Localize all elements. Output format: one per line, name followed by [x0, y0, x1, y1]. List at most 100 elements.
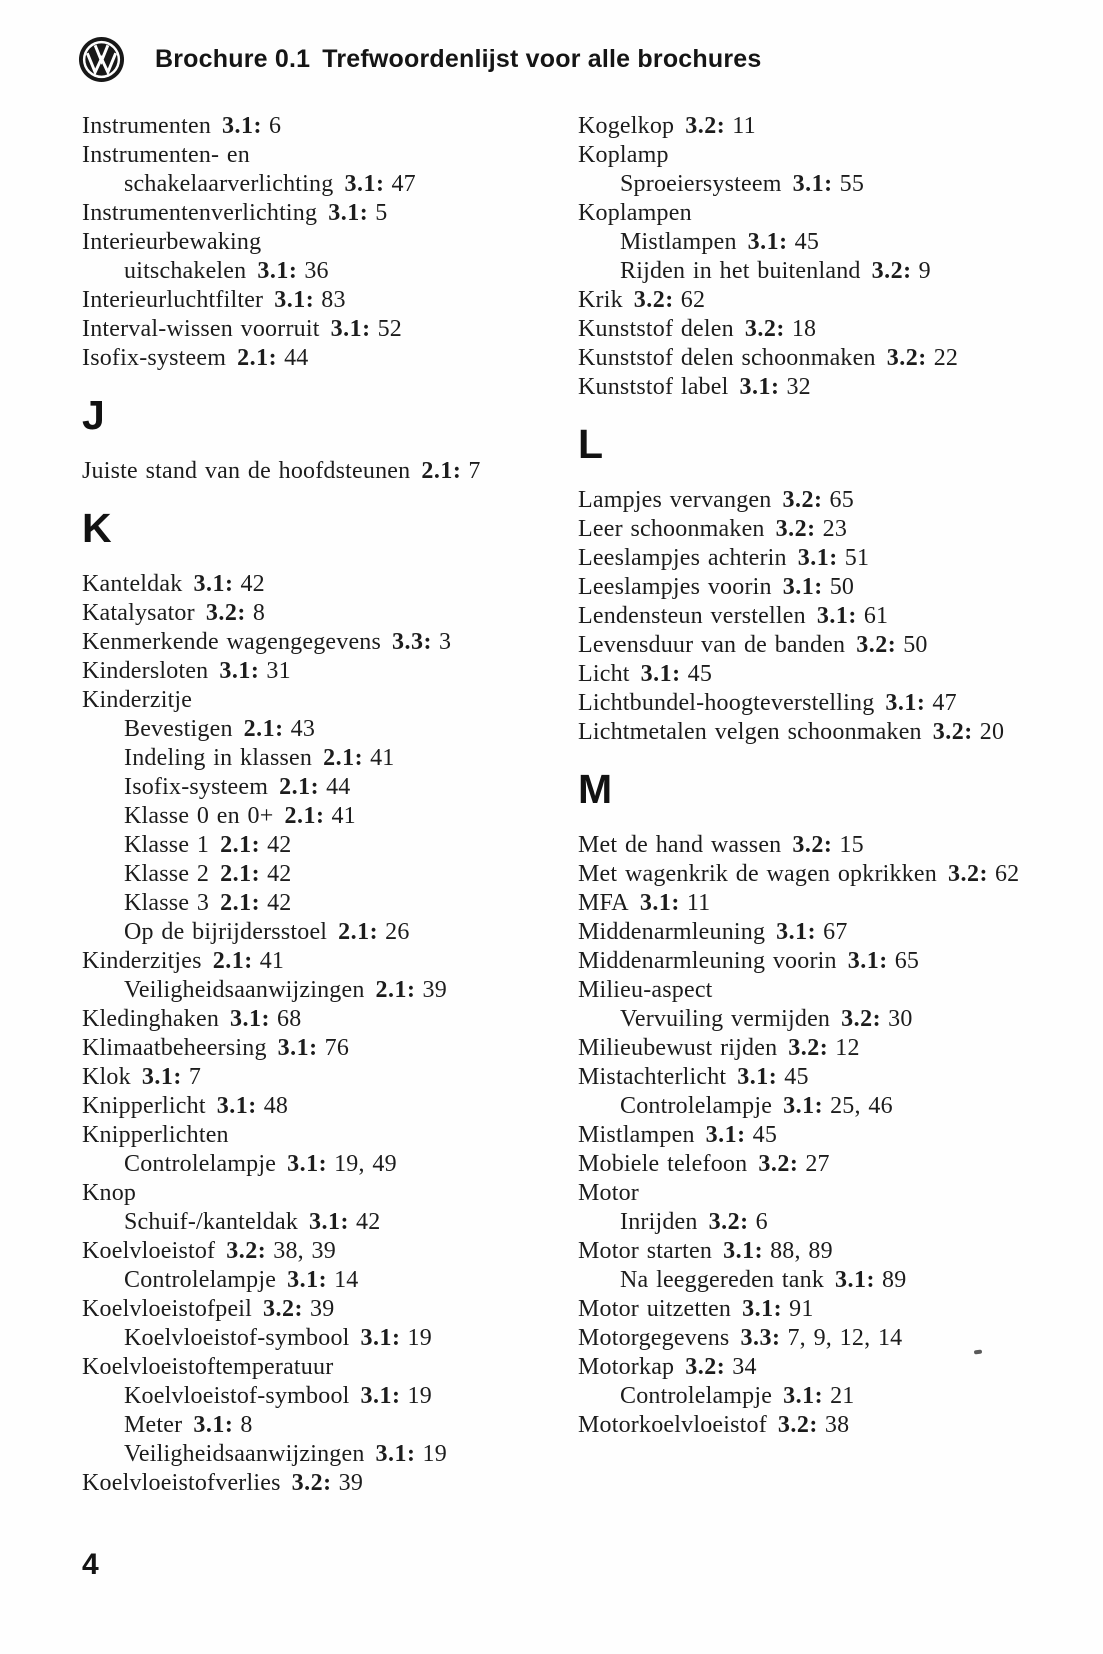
- entry-label: Juiste stand van de hoofdsteunen: [82, 458, 411, 484]
- entry-brochure-ref: 3.1:: [747, 229, 788, 255]
- entry-label: Kunststof label: [578, 374, 729, 400]
- index-entry: Interieurbewaking: [82, 228, 582, 257]
- entry-brochure-ref: 3.1:: [287, 1151, 328, 1177]
- index-entry: Interieurluchtfilter 3.1: 83: [82, 286, 582, 315]
- entry-page-numbers: 8: [240, 1412, 253, 1438]
- entry-page-numbers: 68: [277, 1006, 302, 1032]
- entry-brochure-ref: 3.1:: [230, 1006, 271, 1032]
- entry-page-numbers: 3: [439, 629, 452, 655]
- entry-label: Met wagenkrik de wagen opkrikken: [578, 861, 937, 887]
- entry-page-numbers: 62: [994, 861, 1020, 887]
- entry-brochure-ref: 3.2:: [788, 1035, 829, 1061]
- entry-page-numbers: 25, 46: [830, 1093, 893, 1119]
- index-entry: Bevestigen 2.1: 43: [82, 715, 582, 744]
- entry-brochure-ref: 3.2:: [782, 487, 823, 513]
- entry-page-numbers: 45: [752, 1122, 778, 1148]
- entry-label: Mistlampen: [620, 229, 737, 255]
- index-entry: Klasse 1 2.1: 42: [82, 831, 582, 860]
- entry-page-numbers: 12: [835, 1035, 860, 1061]
- entry-brochure-ref: 2.1:: [212, 948, 253, 974]
- entry-label: Koelvloeistofverlies: [82, 1470, 281, 1496]
- entry-page-numbers: 6: [755, 1209, 768, 1235]
- entry-brochure-ref: 3.2:: [633, 287, 674, 313]
- index-entry: Lichtbundel-hoogteverstelling 3.1: 47: [578, 689, 1078, 718]
- entry-brochure-ref: 3.1:: [723, 1238, 764, 1264]
- entry-brochure-ref: 3.1:: [222, 113, 263, 139]
- section-letter-M: M: [578, 766, 613, 812]
- index-entry: Kunststof label 3.1: 32: [578, 373, 1078, 402]
- index-entry: Kledinghaken 3.1: 68: [82, 1005, 582, 1034]
- entry-page-numbers: 11: [732, 113, 756, 139]
- entry-label: Koplampen: [578, 200, 692, 226]
- index-entry: Mistlampen 3.1: 45: [578, 228, 1078, 257]
- entry-brochure-ref: 2.1:: [220, 832, 261, 858]
- section-letter-K: K: [82, 505, 112, 551]
- index-entry: Middenarmleuning voorin 3.1: 65: [578, 947, 1078, 976]
- index-entry: Koelvloeistof-symbool 3.1: 19: [82, 1382, 582, 1411]
- entry-brochure-ref: 3.2:: [226, 1238, 267, 1264]
- entry-page-numbers: 9: [918, 258, 931, 284]
- entry-label: uitschakelen: [124, 258, 247, 284]
- index-entry: Leeslampjes achterin 3.1: 51: [578, 544, 1078, 573]
- entry-page-numbers: 76: [324, 1035, 350, 1061]
- entry-brochure-ref: 3.1:: [885, 690, 926, 716]
- entry-brochure-ref: 3.3:: [392, 629, 433, 655]
- index-entry: Isofix-systeem 2.1: 44: [82, 773, 582, 802]
- entry-label: Controlelampje: [124, 1151, 277, 1177]
- index-entry: Inrijden 3.2: 6: [578, 1208, 1078, 1237]
- index-entry: Juiste stand van de hoofdsteunen 2.1: 7: [82, 457, 582, 486]
- index-entry: Motorkap 3.2: 34: [578, 1353, 1078, 1382]
- entry-label: Lichtbundel-hoogteverstelling: [578, 690, 875, 716]
- entry-brochure-ref: 3.1:: [783, 1093, 824, 1119]
- entry-label: Controlelampje: [620, 1093, 773, 1119]
- entry-brochure-ref: 3.1:: [344, 171, 385, 197]
- entry-brochure-ref: 3.1:: [257, 258, 298, 284]
- entry-label: Klasse 2: [124, 861, 210, 887]
- entry-page-numbers: 65: [894, 948, 920, 974]
- entry-brochure-ref: 3.2:: [205, 600, 246, 626]
- index-entry: Kunststof delen schoonmaken 3.2: 22: [578, 344, 1078, 373]
- entry-label: Koplamp: [578, 142, 669, 168]
- entry-brochure-ref: 3.1:: [375, 1441, 416, 1467]
- entry-page-numbers: 19: [422, 1441, 447, 1467]
- page-header: Brochure 0.1 Trefwoordenlijst voor alle b…: [78, 36, 1043, 83]
- entry-label: Middenarmleuning voorin: [578, 948, 837, 974]
- entry-brochure-ref: 3.1:: [742, 1296, 783, 1322]
- entry-brochure-ref: 3.1:: [360, 1325, 401, 1351]
- entry-label: Kindersloten: [82, 658, 209, 684]
- entry-page-numbers: 45: [794, 229, 820, 255]
- index-entry: Lichtmetalen velgen schoonmaken 3.2: 20: [578, 718, 1078, 747]
- brochure-title: Trefwoordenlijst voor alle brochures: [322, 45, 762, 73]
- entry-page-numbers: 18: [791, 316, 817, 342]
- index-entry: Na leeggereden tank 3.1: 89: [578, 1266, 1078, 1295]
- vw-logo-icon: [78, 36, 125, 83]
- entry-page-numbers: 36: [304, 258, 329, 284]
- index-entry: Indeling in klassen 2.1: 41: [82, 744, 582, 773]
- entry-label: Instrumentenverlichting: [82, 200, 318, 226]
- entry-brochure-ref: 3.1:: [783, 1383, 824, 1409]
- index-entry: Vervuiling vermijden 3.2: 30: [578, 1005, 1078, 1034]
- entry-page-numbers: 6: [269, 113, 282, 139]
- index-entry: Op de bijrijdersstoel 2.1: 26: [82, 918, 582, 947]
- index-entry: Controlelampje 3.1: 19, 49: [82, 1150, 582, 1179]
- index-entry: Motor: [578, 1179, 1078, 1208]
- index-entry: Interval-wissen voorruit 3.1: 52: [82, 315, 582, 344]
- page-number: 4: [82, 1548, 99, 1581]
- index-entry: Knop: [82, 1179, 582, 1208]
- index-column-left: Instrumenten 3.1: 6 Instrumenten- en schakel…: [82, 112, 582, 1498]
- entry-page-numbers: 48: [263, 1093, 289, 1119]
- entry-brochure-ref: 3.2:: [744, 316, 785, 342]
- index-entry: Lampjes vervangen 3.2: 65: [578, 486, 1078, 515]
- entry-label: Veiligheidsaanwijzingen: [124, 977, 365, 1003]
- entry-label: Vervuiling vermijden: [620, 1006, 831, 1032]
- entry-label: Katalysator: [82, 600, 195, 626]
- index-entry: Veiligheidsaanwijzingen 3.1: 19: [82, 1440, 582, 1469]
- index-entry: Leeslampjes voorin 3.1: 50: [578, 573, 1078, 602]
- entry-brochure-ref: 3.1:: [309, 1209, 350, 1235]
- entry-page-numbers: 61: [863, 603, 889, 629]
- entry-label: Instrumenten: [82, 113, 212, 139]
- entry-page-numbers: 88, 89: [770, 1238, 833, 1264]
- entry-brochure-ref: 3.2:: [932, 719, 973, 745]
- index-entry: Motorgegevens 3.3: 7, 9, 12, 14: [578, 1324, 1078, 1353]
- entry-page-numbers: 15: [839, 832, 864, 858]
